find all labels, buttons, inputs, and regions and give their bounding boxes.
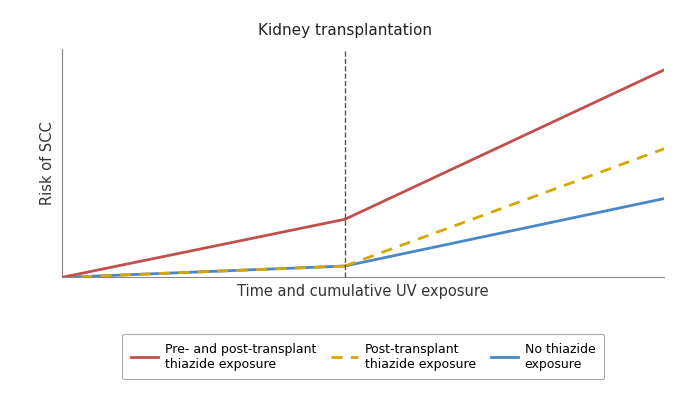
Y-axis label: Risk of SCC: Risk of SCC: [40, 121, 55, 205]
X-axis label: Time and cumulative UV exposure: Time and cumulative UV exposure: [237, 284, 489, 299]
Legend: Pre- and post-transplant
thiazide exposure, Post-transplant
thiazide exposure, N: Pre- and post-transplant thiazide exposu…: [122, 334, 604, 379]
Text: Kidney transplantation: Kidney transplantation: [258, 23, 432, 38]
